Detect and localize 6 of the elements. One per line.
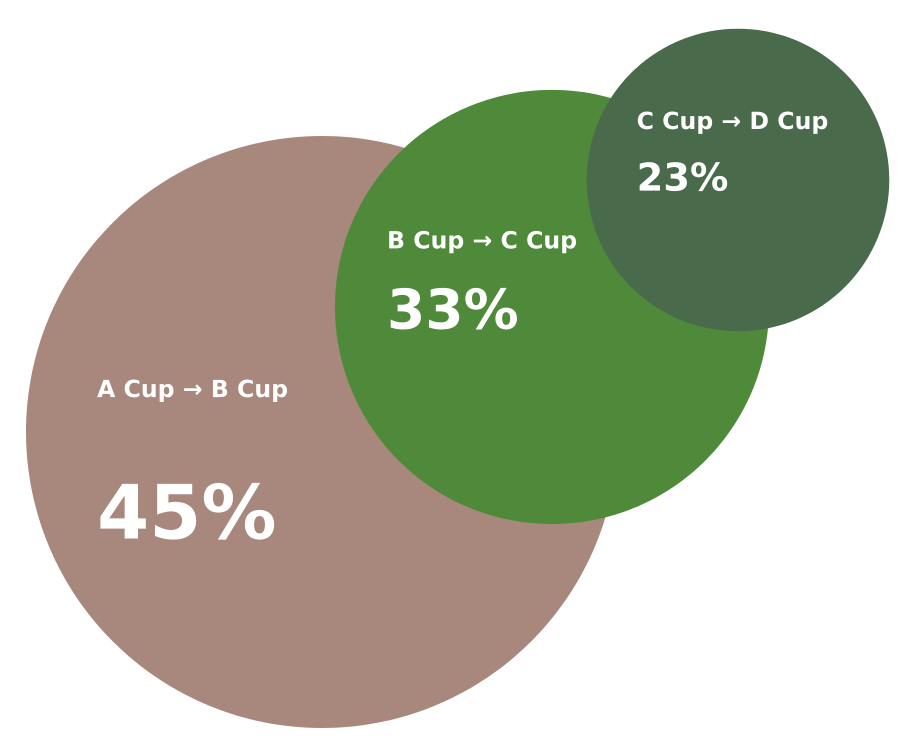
data-label: 33% [390,288,517,330]
data-label: 45% [100,482,274,540]
category-label: C Cup → D Cup [638,112,828,134]
category-label: B Cup → C Cup [389,230,576,254]
data-label: 23% [640,162,728,192]
category-label: A Cup → B Cup [97,380,287,402]
